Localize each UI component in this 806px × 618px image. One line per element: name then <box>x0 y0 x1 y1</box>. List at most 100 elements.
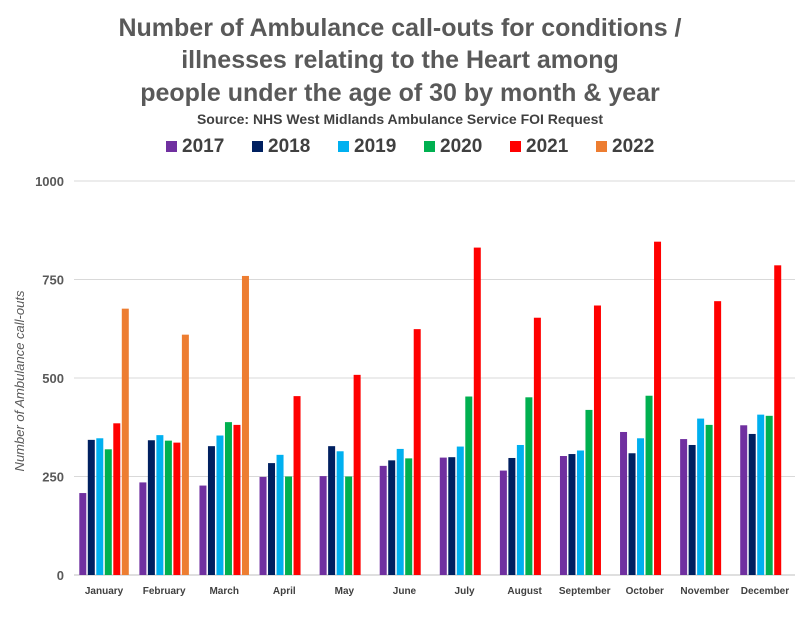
legend-label-2021: 2021 <box>526 136 569 157</box>
x-tick-label-june: June <box>393 586 417 597</box>
bar-2020-september <box>585 409 593 575</box>
x-axis-labels: January February March April May June July Augu… <box>85 586 789 597</box>
y-tick-label: 0 <box>57 568 64 583</box>
bar-2020-may <box>345 476 353 575</box>
legend-label-2022: 2022 <box>612 136 654 157</box>
bar-2021-june <box>413 329 421 575</box>
chart-title-line-2: illnesses relating to the Heart among <box>181 46 619 74</box>
chart-title-line-1: Number of Ambulance call-outs for condit… <box>118 14 681 42</box>
bar-2020-december <box>765 415 773 575</box>
bar-2020-march <box>224 422 232 575</box>
bar-2019-october <box>637 438 645 575</box>
bar-2019-december <box>757 414 765 575</box>
x-tick-label-august: August <box>507 586 542 597</box>
bar-2018-march <box>207 446 215 575</box>
bar-2017-july <box>439 457 447 575</box>
bar-2019-august <box>516 444 524 575</box>
bar-2021-november <box>714 301 722 575</box>
bars <box>79 241 782 575</box>
legend-swatch-2019 <box>338 141 349 152</box>
bar-2019-april <box>276 454 284 575</box>
bar-2017-september <box>559 456 567 575</box>
bar-2018-june <box>388 460 396 575</box>
bar-2021-february <box>173 442 181 575</box>
bar-2019-february <box>156 435 164 575</box>
y-tick-label: 250 <box>42 470 64 485</box>
y-axis-ticks: 0 250 500 750 1000 <box>35 174 64 583</box>
x-tick-label-march: March <box>209 586 238 597</box>
legend: 2017 2018 2019 2020 2021 2022 <box>166 136 654 157</box>
bar-2018-september <box>568 454 576 575</box>
bar-2018-august <box>508 457 516 575</box>
bar-2018-february <box>147 440 155 575</box>
y-tick-label: 750 <box>42 273 64 288</box>
bar-2022-february <box>181 334 189 575</box>
bar-2020-august <box>525 397 533 575</box>
x-tick-label-may: May <box>335 586 355 597</box>
bar-2022-january <box>121 308 129 575</box>
bar-2018-january <box>87 439 95 575</box>
bar-2021-may <box>353 374 361 575</box>
bar-2022-march <box>241 275 249 575</box>
y-tick-label: 500 <box>42 371 64 386</box>
bar-2019-september <box>576 450 584 575</box>
bar-2019-january <box>96 438 104 575</box>
bar-2020-january <box>104 449 112 575</box>
legend-swatch-2017 <box>166 141 177 152</box>
legend-label-2020: 2020 <box>440 136 482 157</box>
bar-2017-october <box>620 431 628 575</box>
bar-2018-may <box>328 446 336 575</box>
legend-swatch-2021 <box>510 141 521 152</box>
bar-2017-april <box>259 476 267 575</box>
x-tick-label-february: February <box>143 586 186 597</box>
x-tick-label-april: April <box>273 586 296 597</box>
legend-swatch-2022 <box>596 141 607 152</box>
bar-2021-december <box>774 265 782 575</box>
bar-2018-december <box>748 433 756 575</box>
gridlines <box>74 180 795 576</box>
x-tick-label-july: July <box>455 586 475 597</box>
bar-2021-august <box>533 317 541 575</box>
y-tick-label: 1000 <box>35 174 64 189</box>
bar-2017-november <box>680 439 688 575</box>
bar-2021-september <box>593 305 601 575</box>
bar-2017-december <box>740 425 748 575</box>
bar-2019-march <box>216 435 224 575</box>
chart-title-line-3: people under the age of 30 by month & ye… <box>140 79 660 107</box>
bar-2019-june <box>396 448 404 575</box>
bar-2017-january <box>79 493 87 575</box>
bar-2017-march <box>199 485 207 575</box>
x-tick-label-october: October <box>626 586 664 597</box>
chart-subtitle: Source: NHS West Midlands Ambulance Serv… <box>197 111 603 127</box>
bar-2021-october <box>654 241 662 575</box>
bar-2019-july <box>456 446 464 575</box>
x-tick-label-september: September <box>559 586 611 597</box>
bar-2020-june <box>405 458 413 575</box>
bar-2017-may <box>319 476 327 575</box>
bar-2017-june <box>379 465 387 575</box>
legend-label-2018: 2018 <box>268 136 310 157</box>
bar-2021-april <box>293 396 301 575</box>
bar-2019-may <box>336 451 344 575</box>
bar-2017-august <box>499 470 507 575</box>
legend-swatch-2020 <box>424 141 435 152</box>
bar-2020-november <box>705 424 713 575</box>
x-tick-label-november: November <box>680 586 729 597</box>
bar-2020-february <box>164 440 172 575</box>
y-axis-title: Number of Ambulance call-outs <box>12 290 27 471</box>
chart-title: Number of Ambulance call-outs for condit… <box>118 14 681 107</box>
x-tick-label-january: January <box>85 586 124 597</box>
legend-label-2017: 2017 <box>182 136 224 157</box>
bar-2018-october <box>628 453 636 575</box>
bar-2020-july <box>465 396 473 575</box>
bar-2021-march <box>233 424 241 575</box>
bar-2021-july <box>473 247 481 575</box>
bar-2018-november <box>688 444 696 575</box>
bar-2019-november <box>697 418 705 575</box>
x-tick-label-december: December <box>741 586 789 597</box>
legend-label-2019: 2019 <box>354 136 396 157</box>
bar-2018-april <box>268 463 276 575</box>
bar-2020-april <box>285 476 293 575</box>
bar-2017-february <box>139 482 147 575</box>
bar-2018-july <box>448 457 456 575</box>
